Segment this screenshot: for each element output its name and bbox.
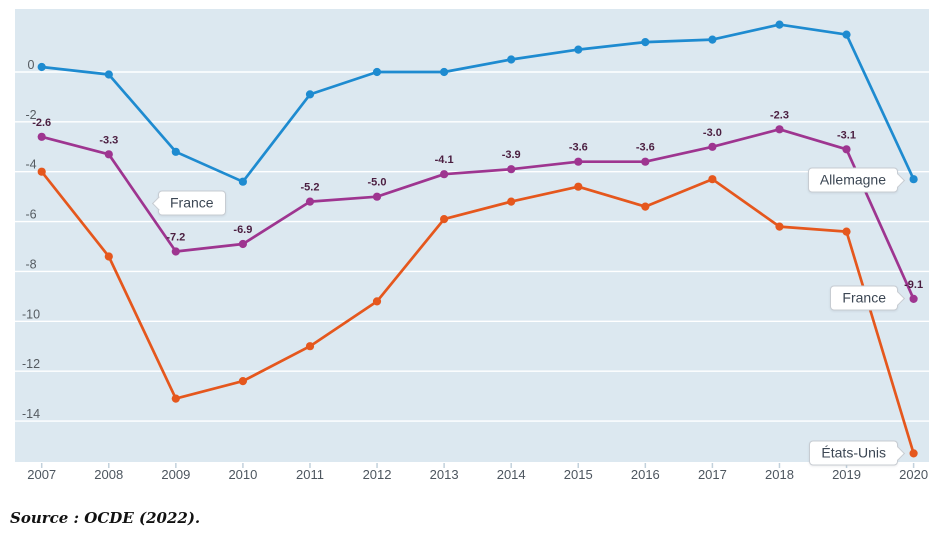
callout-label: France [170, 194, 214, 211]
data-point-france [708, 142, 717, 151]
x-axis-label: 2014 [497, 467, 526, 482]
data-label: -6.9 [233, 224, 252, 236]
x-axis-label: 2013 [430, 467, 459, 482]
data-point-etats-unis [440, 215, 449, 224]
x-axis-label: 2010 [228, 467, 257, 482]
y-axis-label: -12 [22, 357, 40, 371]
callout-france: France [830, 285, 905, 311]
data-point-etats-unis [775, 222, 784, 231]
x-axis-label: 2017 [698, 467, 727, 482]
data-point-etats-unis [372, 297, 382, 306]
x-axis-label: 2015 [564, 467, 593, 482]
source-note: Source : OCDE (2022). [10, 509, 201, 527]
data-point-france [641, 157, 650, 166]
data-label: -7.2 [166, 232, 185, 244]
line-etats-unis [40, 170, 915, 455]
data-label: -5.0 [368, 177, 387, 189]
data-label: -3.3 [99, 134, 118, 146]
data-point-france [372, 192, 382, 201]
y-axis-label: -4 [25, 158, 36, 172]
line-france [40, 127, 915, 301]
data-point-allemagne [104, 70, 113, 79]
data-point-france [37, 132, 46, 141]
data-point-allemagne [171, 147, 180, 156]
data-point-france [171, 247, 180, 256]
data-point-france [775, 125, 784, 134]
data-point-etats-unis [641, 202, 650, 211]
callout-label: États-Unis [821, 444, 886, 461]
x-axis-label: 2016 [631, 467, 660, 482]
data-point-allemagne [37, 62, 46, 72]
data-point-etats-unis [305, 342, 315, 351]
data-point-etats-unis [507, 197, 516, 206]
x-axis-label: 2008 [94, 467, 123, 482]
callout-allemagne: Allemagne [807, 167, 905, 193]
data-point-france [104, 150, 113, 159]
data-point-france [507, 165, 516, 174]
data-label: -9.1 [904, 279, 923, 291]
x-axis-label: 2018 [765, 467, 794, 482]
callout-label: France [842, 289, 886, 306]
x-axis-label: 2009 [161, 467, 190, 482]
data-point-etats-unis [708, 175, 717, 184]
x-axis-label: 2019 [832, 467, 861, 482]
data-point-etats-unis [37, 167, 46, 176]
y-axis-label: -10 [22, 307, 40, 321]
data-point-allemagne [842, 30, 851, 39]
data-label: -5.2 [301, 182, 320, 194]
data-point-etats-unis [909, 449, 918, 458]
data-point-etats-unis [171, 394, 180, 403]
data-label: -2.6 [32, 117, 51, 129]
callout-france: France [151, 190, 226, 216]
data-point-france [305, 197, 315, 206]
data-point-allemagne [909, 175, 918, 184]
data-point-france [842, 145, 851, 154]
data-label: -4.1 [435, 154, 454, 166]
data-point-france [440, 170, 449, 179]
data-point-france [574, 157, 583, 166]
plot-panel [15, 9, 929, 462]
data-point-etats-unis [842, 227, 851, 236]
data-point-allemagne [775, 20, 784, 29]
data-point-france [909, 294, 918, 303]
y-axis-label: -8 [25, 257, 36, 271]
x-axis-label: 2007 [27, 467, 56, 482]
x-axis-label: 2012 [363, 467, 392, 482]
x-axis-label: 2020 [899, 467, 928, 482]
data-label: -3.6 [569, 142, 588, 154]
data-point-allemagne [641, 38, 650, 47]
data-point-allemagne [440, 67, 449, 77]
y-axis-label: -2 [25, 108, 36, 122]
data-label: -3.1 [837, 129, 856, 141]
line-allemagne [40, 23, 915, 184]
callout-label: Allemagne [819, 171, 886, 188]
y-axis-label: -14 [22, 407, 40, 421]
callout-etats-unis: États-Unis [809, 440, 905, 466]
data-point-allemagne [305, 90, 315, 99]
y-axis-label: 0 [28, 58, 35, 72]
data-point-allemagne [238, 177, 247, 186]
data-point-etats-unis [574, 182, 583, 191]
data-label: -3.9 [502, 149, 521, 161]
chart-canvas: 0 -2 -4 -6 -8 -10 -12 -14 2007 2008 2009 2010 2011 20… [15, 9, 929, 482]
y-axis-label: -6 [25, 208, 36, 222]
x-axis-label: 2011 [296, 467, 324, 482]
data-point-allemagne [372, 67, 382, 77]
data-label: -3.0 [703, 127, 722, 139]
data-point-allemagne [708, 35, 717, 44]
data-point-etats-unis [104, 252, 113, 261]
deficit-line-chart: 0 -2 -4 -6 -8 -10 -12 -14 2007 2008 2009 2010 2011 20… [15, 9, 929, 482]
data-point-france [238, 239, 247, 249]
data-label: -3.6 [636, 142, 655, 154]
data-label: -2.3 [770, 109, 789, 121]
data-point-allemagne [574, 45, 583, 54]
data-point-etats-unis [238, 377, 247, 386]
data-point-allemagne [507, 55, 516, 64]
